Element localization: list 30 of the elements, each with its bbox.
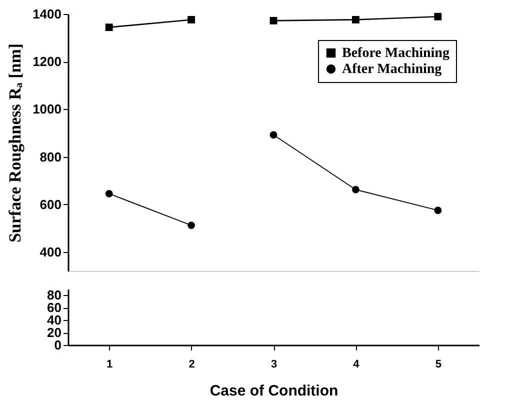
y-tick-label: 1400 <box>32 6 62 22</box>
x-tick-label: 5 <box>435 358 442 370</box>
point <box>270 16 278 24</box>
x-axis-title: Case of Condition <box>210 382 338 400</box>
y-tick-label: 20 <box>47 325 62 340</box>
y-tick-label: 400 <box>40 244 62 260</box>
point <box>352 186 360 194</box>
y-tick-label: 600 <box>40 196 62 212</box>
x-tick-label: 2 <box>188 358 195 370</box>
point <box>105 24 113 32</box>
y-tick-label: 40 <box>47 312 62 328</box>
point <box>434 12 442 20</box>
x-tick-label: 3 <box>270 358 278 370</box>
point <box>188 222 196 230</box>
point <box>270 131 278 139</box>
y-tick-label: 1000 <box>32 102 62 117</box>
y-tick-label: 800 <box>40 149 62 164</box>
point <box>352 16 360 24</box>
x-tick-label: 1 <box>106 358 113 370</box>
y-axis-title: Surface Roughness Rₐ [nm] <box>6 43 25 243</box>
point <box>188 16 196 24</box>
x-tick-label: 4 <box>353 358 360 370</box>
point <box>105 190 113 198</box>
point <box>434 206 442 214</box>
legend-label: After Machining <box>342 62 442 77</box>
legend-label: Before Machining <box>342 46 450 61</box>
y-tick-label: 1200 <box>32 54 62 70</box>
y-tick-label: 60 <box>47 300 62 316</box>
y-tick-label: 0 <box>54 338 62 352</box>
y-tick-label: 80 <box>47 288 62 303</box>
